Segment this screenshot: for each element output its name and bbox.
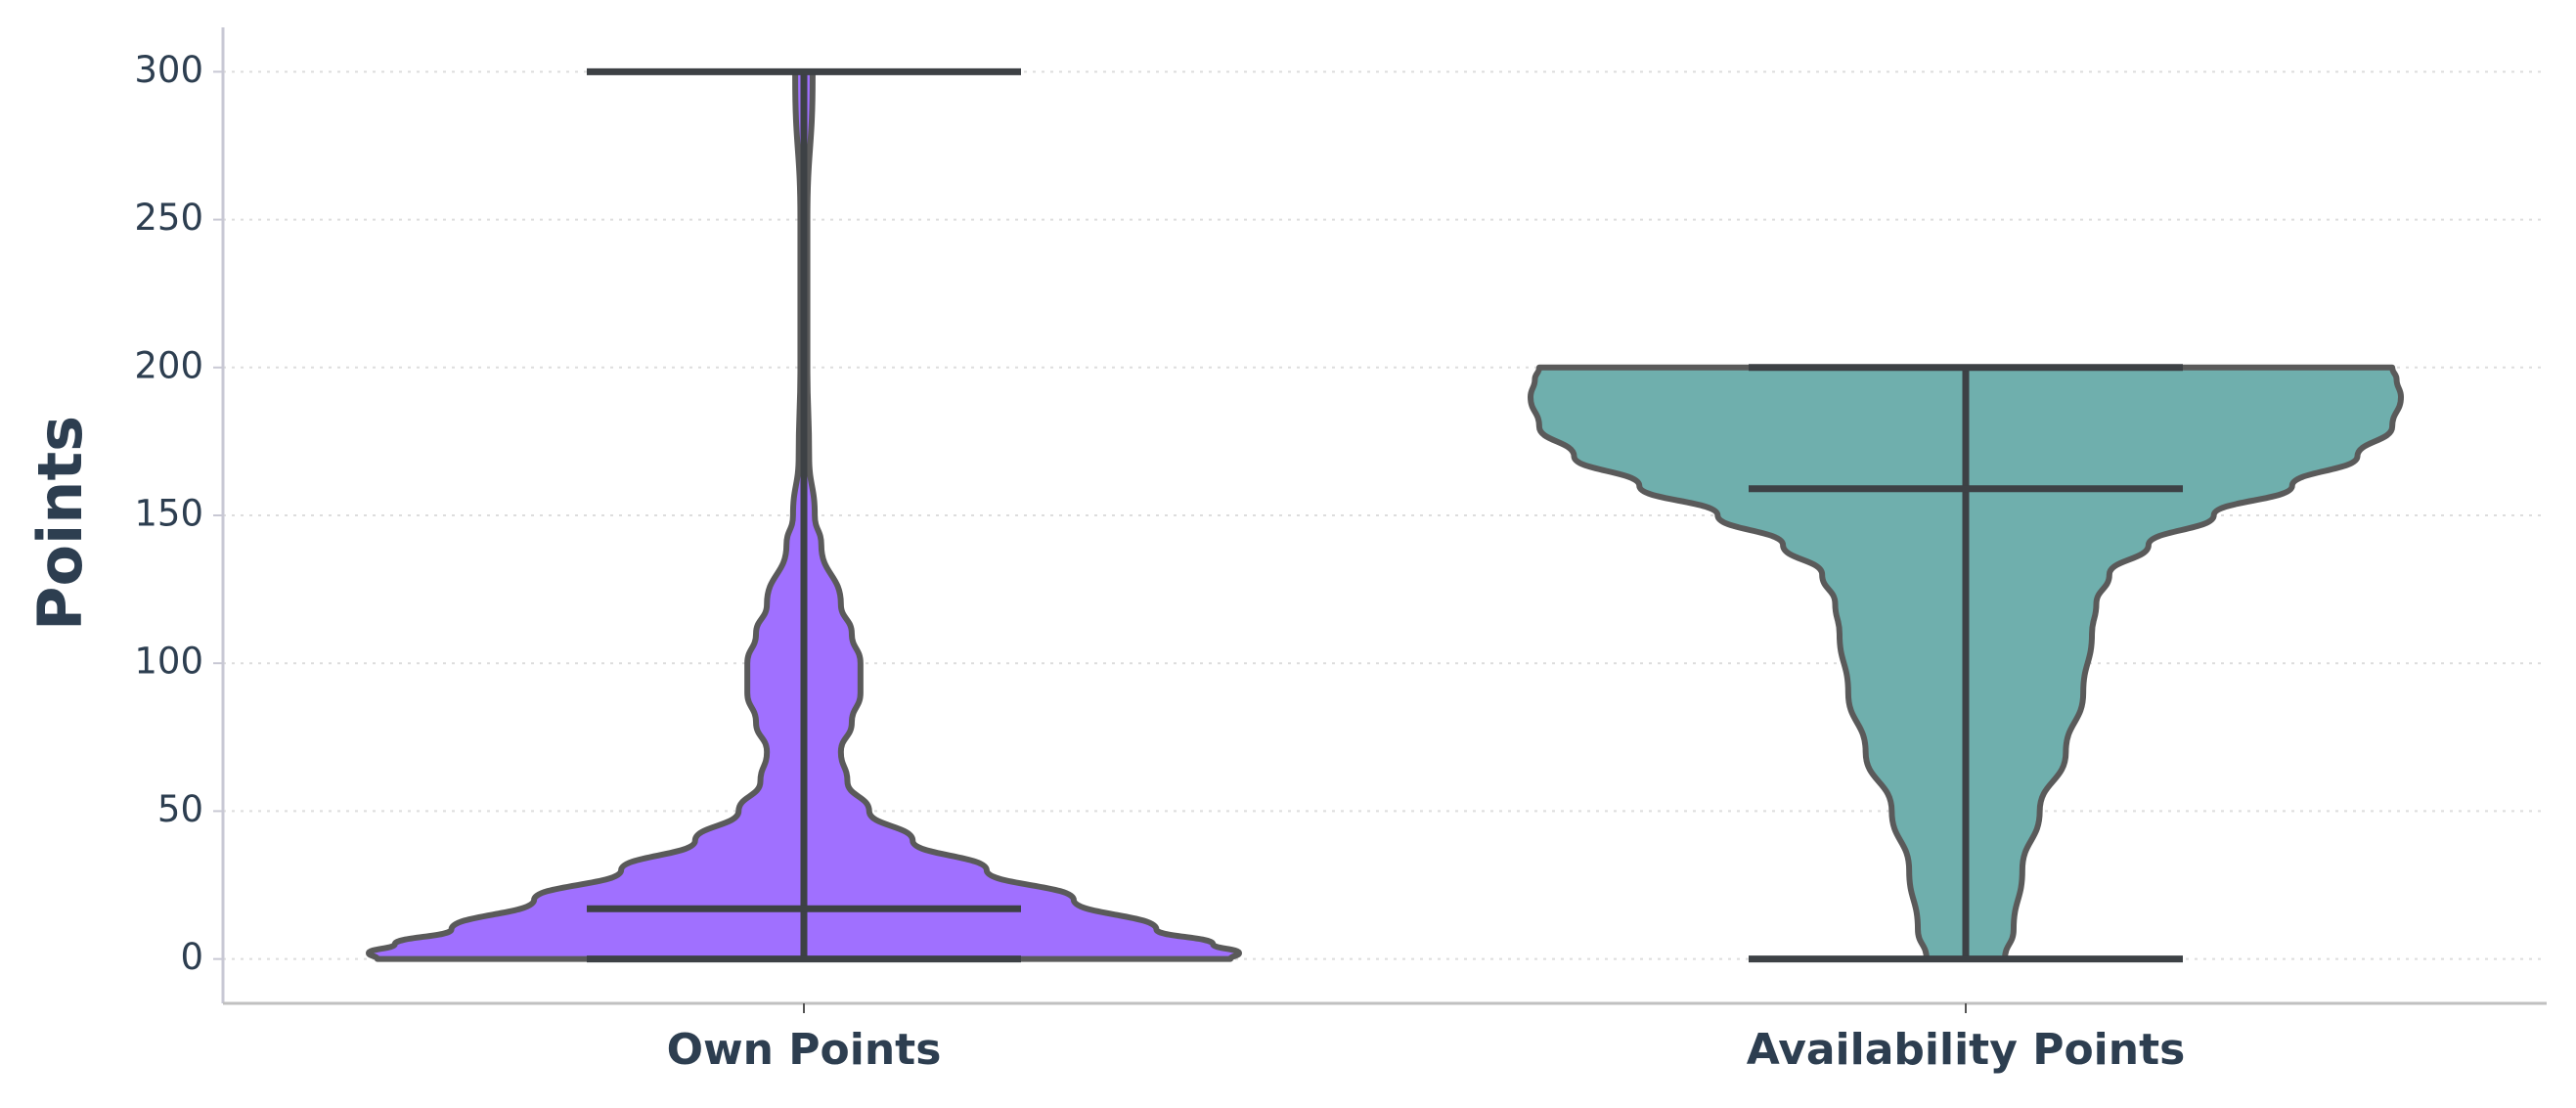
y-tick-label: 50	[157, 788, 203, 830]
y-axis-label: Points	[24, 416, 96, 631]
x-tick-label: Own Points	[667, 1025, 942, 1075]
x-tick-label: Availability Points	[1747, 1025, 2186, 1075]
y-tick-label: 250	[134, 197, 203, 239]
y-tick-label: 0	[180, 936, 203, 978]
y-tick-label: 150	[134, 493, 203, 535]
y-tick-label: 300	[134, 49, 203, 91]
y-tick-label: 100	[134, 641, 203, 683]
y-tick-label: 200	[134, 344, 203, 386]
